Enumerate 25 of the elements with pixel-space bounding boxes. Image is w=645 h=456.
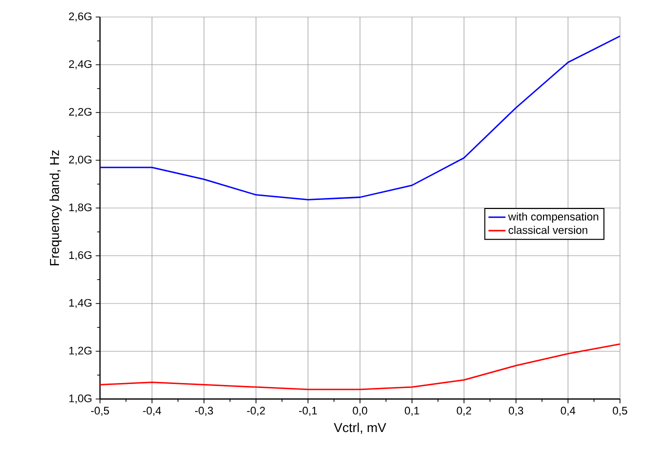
x-tick-label: 0,0 bbox=[352, 406, 368, 416]
legend-label: with compensation bbox=[508, 212, 598, 223]
y-axis-title: Frequency band, Hz bbox=[50, 150, 62, 266]
y-tick-label: 2,6G bbox=[69, 12, 92, 22]
line-series bbox=[100, 35, 620, 200]
x-tick-label: 0,3 bbox=[508, 406, 524, 416]
x-tick-label: -0,2 bbox=[247, 406, 265, 416]
y-tick-label: 1,2G bbox=[69, 346, 92, 356]
y-tick-label: 2,0G bbox=[69, 156, 92, 165]
x-tick-label: 0,2 bbox=[456, 406, 472, 416]
y-tick-label: 1,4G bbox=[69, 298, 92, 308]
x-tick-label: 0,1 bbox=[404, 406, 420, 416]
x-tick-label: -0,5 bbox=[91, 406, 109, 416]
x-tick-label: -0,1 bbox=[299, 406, 317, 416]
legend-label: classical version bbox=[508, 226, 588, 234]
y-tick-label: 2,2G bbox=[69, 108, 92, 118]
x-tick-label: -0,4 bbox=[143, 406, 162, 416]
y-tick-label: 1,6G bbox=[69, 251, 92, 260]
y-tick-label: 1,0G bbox=[69, 394, 92, 404]
x-tick-label: 0,5 bbox=[612, 406, 628, 416]
y-tick-label: 1,8G bbox=[69, 203, 92, 213]
x-tick-label: 0,4 bbox=[560, 406, 576, 416]
x-tick-label: -0,3 bbox=[195, 406, 213, 416]
y-tick-label: 2,4G bbox=[69, 60, 92, 70]
x-axis-title: Vctrl, mV bbox=[334, 422, 386, 434]
